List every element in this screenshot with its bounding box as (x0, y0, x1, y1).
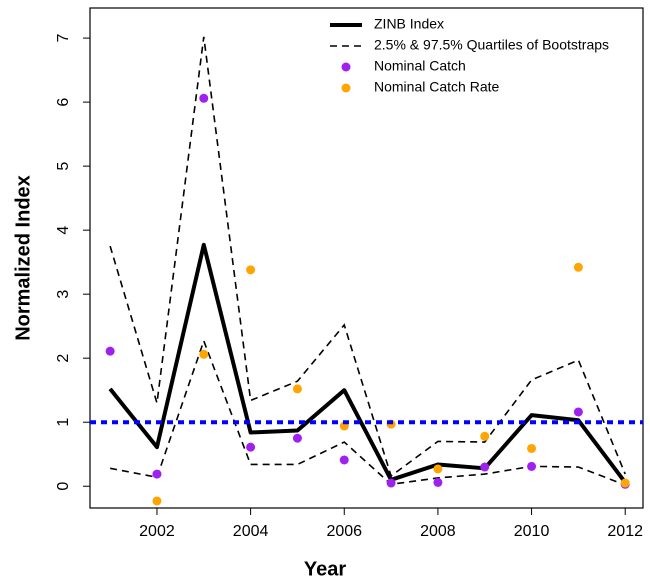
quartile-line (109, 36, 626, 478)
x-tick-label: 2010 (514, 523, 550, 540)
x-tick-label: 2004 (233, 523, 269, 540)
legend-label: ZINB Index (374, 16, 444, 32)
index-line (108, 242, 627, 484)
point (386, 478, 396, 488)
point (527, 461, 537, 471)
x-axis-label: Year (304, 558, 346, 580)
point (620, 478, 630, 488)
point (573, 262, 583, 272)
plot-frame (89, 7, 644, 509)
y-tick-label: 4 (55, 226, 72, 235)
point (246, 265, 256, 275)
point (527, 443, 537, 453)
point (152, 469, 162, 479)
point (199, 93, 209, 103)
point (152, 496, 162, 506)
point (292, 433, 302, 443)
y-tick-label: 0 (55, 482, 72, 491)
quartile-line (109, 338, 626, 486)
legend-label: 2.5% & 97.5% Quartiles of Bootstraps (374, 37, 609, 53)
y-tick-label: 6 (55, 98, 72, 107)
legend-label: Nominal Catch Rate (374, 79, 499, 95)
legend-marker (341, 62, 351, 72)
legend: ZINB Index 2.5% & 97.5% Quartiles of Boot… (330, 16, 609, 95)
point (199, 349, 209, 359)
point (292, 384, 302, 394)
point (246, 442, 256, 452)
point (105, 346, 115, 356)
y-axis-label: Normalized Index (12, 175, 34, 341)
y-tick-label: 3 (55, 290, 72, 299)
y-tick-label: 1 (55, 418, 72, 427)
y-tick-label: 7 (55, 34, 72, 43)
y-tick-label: 2 (55, 354, 72, 363)
x-tick-label: 2012 (607, 523, 643, 540)
x-tick-label: 2006 (326, 523, 362, 540)
point (433, 464, 443, 474)
legend-label: Nominal Catch (374, 58, 466, 74)
point (339, 455, 349, 465)
x-tick-label: 2002 (139, 523, 175, 540)
y-tick-label: 5 (55, 162, 72, 171)
point (480, 431, 490, 441)
point (433, 477, 443, 487)
point (573, 407, 583, 417)
legend-marker (341, 83, 351, 93)
point (480, 462, 490, 472)
x-tick-label: 2008 (420, 523, 456, 540)
